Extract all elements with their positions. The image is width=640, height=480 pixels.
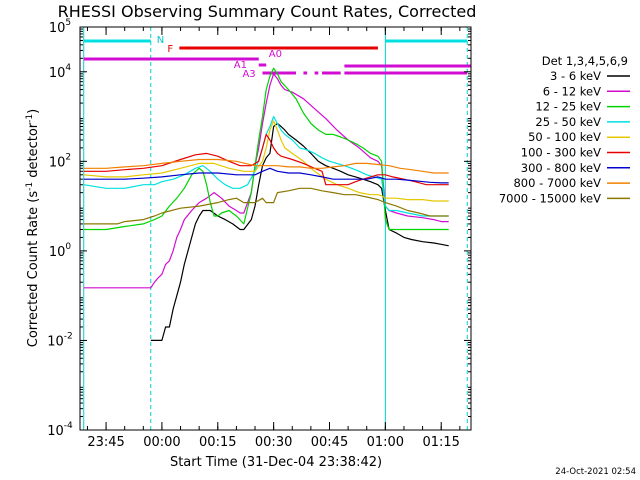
series-layer: [83, 67, 449, 341]
series-line-9: [83, 187, 449, 225]
x-tick-label: 01:15: [422, 435, 459, 450]
attenuator-a3-label: A3: [242, 69, 255, 80]
timestamp: 24-Oct-2021 02:54: [555, 467, 636, 477]
plot-frame: [79, 26, 472, 431]
y-tick-label: 10-2: [47, 331, 73, 349]
x-tick-label: 00:00: [143, 435, 180, 450]
y-tick-label: 102: [49, 152, 71, 170]
series-line-2: [83, 73, 449, 289]
night-label: N: [157, 35, 164, 46]
legend-entry-label: 50 - 100 keV: [528, 130, 601, 144]
legend-title: Det 1,3,4,5,6,9: [542, 54, 628, 68]
y-axis: 10-4 10-2 100 102 104 105: [47, 18, 471, 439]
legend-entry-label: 300 - 800 keV: [521, 161, 601, 175]
legend-entry-label: 12 - 25 keV: [535, 100, 601, 114]
x-tick-label: 01:00: [367, 435, 404, 450]
flare-label: F: [167, 44, 173, 55]
legend-entry-label: 6 - 12 keV: [543, 84, 601, 98]
x-tick-label: 00:45: [311, 435, 348, 450]
y-tick-label: 10-4: [47, 421, 73, 439]
legend-entry-label: 3 - 6 keV: [550, 69, 601, 83]
series-line-8: [83, 158, 449, 174]
legend-entry-label: 25 - 50 keV: [535, 115, 601, 129]
y-tick-label: 105: [49, 18, 71, 36]
legend-entry-label: 800 - 7000 keV: [513, 176, 601, 190]
legend-entry-label: 100 - 300 keV: [521, 146, 601, 160]
attenuator-a1-label: A1: [234, 60, 247, 71]
x-tick-label: 00:15: [199, 435, 236, 450]
y-tick-label: 100: [49, 242, 72, 260]
legend-entry-label: 7000 - 15000 keV: [499, 191, 601, 205]
y-axis-label: Corrected Count Rate (s-1 detector-1): [25, 109, 41, 347]
series-line-1: [150, 122, 449, 341]
attenuator-a0-label: A0: [269, 49, 282, 60]
series-line-6: [83, 133, 449, 186]
series-line-3: [83, 67, 449, 231]
chart-title: RHESSI Observing Summary Count Rates, Co…: [58, 2, 477, 21]
y-tick-label: 104: [49, 63, 72, 81]
x-tick-label: 00:30: [255, 435, 292, 450]
x-tick-label: 23:45: [87, 435, 124, 450]
x-axis-label: Start Time (31-Dec-04 23:38:42): [170, 455, 382, 470]
series-line-7: [83, 167, 449, 184]
series-line-5: [83, 120, 449, 202]
x-axis: 23:45 00:00 00:15 00:30 00:45 01:00 01:15: [86, 27, 461, 450]
